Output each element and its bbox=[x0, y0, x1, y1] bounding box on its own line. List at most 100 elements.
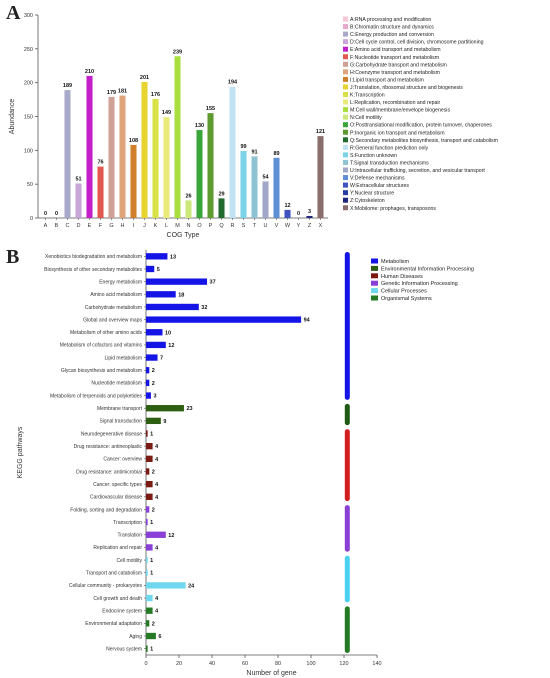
cog-legend-item-G: G:Carbohydrate transport and metabolism bbox=[350, 62, 447, 68]
kegg-group-bar-genetic-information-processing bbox=[344, 505, 350, 552]
kegg-x-tick-label: 120 bbox=[339, 661, 348, 667]
cog-x-tick-label-L: L bbox=[165, 223, 168, 229]
kegg-value-label-21: 1 bbox=[150, 520, 153, 526]
kegg-x-tick-label: 100 bbox=[306, 661, 315, 667]
kegg-x-tick-label: 140 bbox=[372, 661, 381, 667]
kegg-bar-9 bbox=[146, 367, 150, 374]
kegg-category-label-6: Metabolism of other amino acids bbox=[70, 330, 142, 336]
kegg-legend-item-2: Human Diseases bbox=[381, 274, 423, 280]
cog-bar-E bbox=[86, 75, 93, 219]
kegg-category-label-28: Endocrine system bbox=[102, 609, 142, 615]
cog-bar-Q bbox=[218, 198, 225, 218]
kegg-bar-5 bbox=[146, 316, 302, 323]
cog-legend-item-C: C:Energy production and conversion bbox=[350, 32, 434, 38]
kegg-group-bar-organismal-systems bbox=[344, 606, 350, 653]
kegg-value-label-24: 1 bbox=[150, 558, 153, 564]
kegg-category-label-4: Carbohydrate metabolism bbox=[85, 305, 142, 311]
cog-legend-swatch-V bbox=[343, 175, 348, 181]
kegg-value-label-10: 2 bbox=[152, 381, 155, 387]
kegg-group-bar-environmental-information-processing bbox=[344, 403, 350, 426]
cog-value-label-A: 0 bbox=[44, 211, 47, 217]
kegg-category-label-25: Transport and catabolism bbox=[86, 571, 142, 577]
kegg-category-label-8: Lipid metabolism bbox=[104, 355, 142, 361]
cog-legend-item-U: U:Intracellular trafficking, secretion, … bbox=[350, 168, 485, 174]
cog-bar-Z bbox=[306, 215, 313, 218]
cog-value-label-Q: 29 bbox=[218, 191, 224, 197]
kegg-value-label-18: 4 bbox=[155, 482, 159, 488]
cog-value-label-W: 12 bbox=[284, 203, 290, 209]
kegg-bar-23 bbox=[146, 544, 153, 551]
cog-legend-item-R: R:General function prediction only bbox=[350, 145, 429, 151]
cog-bar-N bbox=[185, 200, 192, 218]
cog-legend-item-N: N:Cell motility bbox=[350, 115, 382, 121]
cog-legend-swatch-K bbox=[343, 92, 348, 97]
cog-value-label-V: 89 bbox=[273, 151, 279, 157]
cog-legend-item-T: T:Signal transduction mechanisms bbox=[350, 160, 429, 166]
cog-legend-swatch-U bbox=[343, 167, 348, 173]
cog-value-label-K: 176 bbox=[151, 92, 160, 98]
cog-legend-swatch-I bbox=[343, 76, 348, 82]
cog-legend-item-M: M:Cell wall/membrane/envelope biogenesis bbox=[350, 108, 450, 114]
kegg-bar-21 bbox=[146, 518, 148, 526]
cog-x-axis-title: COG Type bbox=[167, 232, 200, 239]
cog-x-tick-label-E: E bbox=[88, 223, 92, 229]
kegg-value-label-9: 2 bbox=[152, 368, 155, 374]
kegg-legend-item-4: Cellular Processes bbox=[381, 289, 427, 295]
kegg-value-label-16: 4 bbox=[155, 457, 159, 463]
kegg-bar-3 bbox=[146, 291, 176, 298]
cog-x-tick-label-G: G bbox=[109, 223, 113, 229]
cog-x-tick-label-C: C bbox=[66, 223, 70, 229]
kegg-category-label-11: Metabolism of terpenoids and polyketides bbox=[50, 393, 142, 399]
cog-bar-L bbox=[163, 117, 170, 218]
kegg-bar-20 bbox=[146, 506, 150, 513]
kegg-category-label-13: Signal transduction bbox=[99, 419, 142, 425]
kegg-category-label-12: Membrane transport bbox=[97, 406, 143, 412]
kegg-category-label-24: Cell motility bbox=[116, 558, 142, 564]
cog-legend-item-D: D:Cell cycle control, cell division, chr… bbox=[350, 40, 484, 46]
kegg-bar-13 bbox=[146, 417, 161, 425]
kegg-bar-0 bbox=[146, 253, 168, 260]
cog-value-label-E: 210 bbox=[85, 69, 94, 75]
cog-value-label-B: 0 bbox=[55, 211, 58, 217]
kegg-value-label-4: 32 bbox=[201, 305, 207, 311]
cog-x-tick-label-Z: Z bbox=[308, 223, 312, 229]
cog-legend-swatch-W bbox=[343, 182, 348, 188]
kegg-category-label-31: Nervous system bbox=[106, 646, 142, 652]
kegg-y-axis-title: KEGG pathways bbox=[17, 426, 24, 478]
cog-value-label-F: 76 bbox=[97, 160, 103, 166]
cog-legend-swatch-J bbox=[343, 84, 348, 90]
kegg-bar-8 bbox=[146, 354, 158, 361]
kegg-category-label-21: Transcription bbox=[113, 520, 142, 526]
cog-bar-U bbox=[262, 181, 269, 218]
kegg-value-label-2: 37 bbox=[210, 280, 216, 286]
kegg-bar-18 bbox=[146, 480, 153, 488]
cog-y-tick-label: 200 bbox=[24, 81, 33, 87]
kegg-legend-item-1: Environmental Information Processing bbox=[381, 266, 474, 272]
cog-legend-item-V: V:Defense mechanisms bbox=[350, 176, 405, 182]
cog-x-tick-label-W: W bbox=[285, 223, 291, 229]
kegg-category-label-5: Global and overview maps bbox=[83, 317, 142, 323]
cog-x-tick-label-A: A bbox=[44, 223, 48, 229]
kegg-value-label-15: 4 bbox=[155, 444, 159, 450]
cog-y-tick-label: 0 bbox=[30, 216, 33, 222]
cog-legend-item-W: W:Extracellular structures bbox=[350, 183, 409, 189]
kegg-legend-swatch-2 bbox=[371, 273, 378, 279]
cog-value-label-I: 108 bbox=[129, 138, 138, 144]
kegg-bar-27 bbox=[146, 594, 153, 602]
cog-legend-item-Y: Y:Nuclear structure bbox=[350, 191, 394, 197]
cog-bar-X bbox=[317, 136, 324, 218]
kegg-value-label-29: 2 bbox=[152, 621, 155, 627]
kegg-category-label-22: Translation bbox=[117, 533, 142, 539]
cog-x-tick-label-S: S bbox=[242, 223, 246, 229]
cog-legend-item-L: L:Replication, recombination and repair bbox=[350, 100, 441, 106]
cog-x-tick-label-F: F bbox=[99, 223, 103, 229]
cog-y-tick-label: 150 bbox=[24, 115, 33, 121]
cog-legend-item-I: I:Lipid transport and metabolism bbox=[350, 77, 424, 83]
kegg-group-bar-human-diseases bbox=[344, 429, 350, 502]
cog-legend-swatch-C bbox=[343, 31, 348, 37]
cog-value-label-O: 130 bbox=[195, 123, 204, 129]
cog-x-tick-label-P: P bbox=[209, 223, 213, 229]
kegg-category-label-27: Cell growth and death bbox=[93, 596, 142, 602]
kegg-category-label-30: Aging bbox=[129, 634, 142, 640]
cog-bar-W bbox=[284, 209, 291, 218]
